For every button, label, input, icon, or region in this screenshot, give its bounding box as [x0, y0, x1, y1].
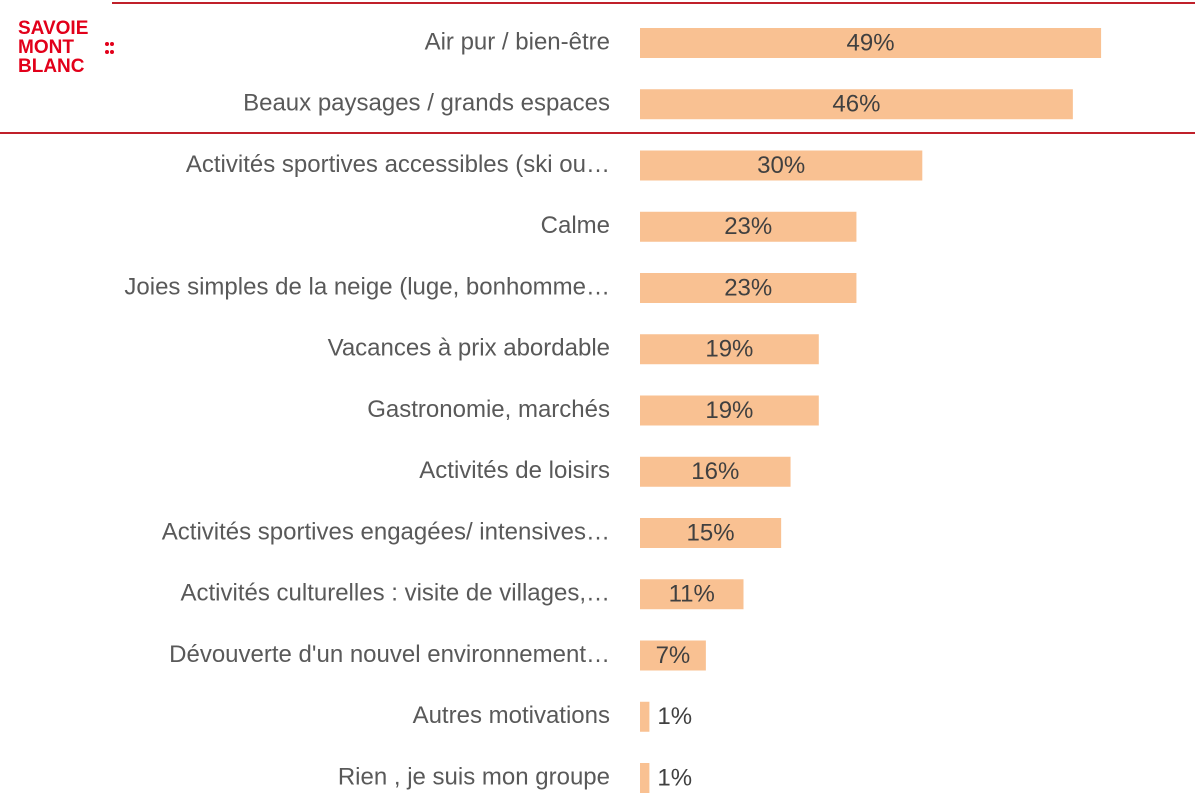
value-label: 23% — [724, 213, 772, 240]
category-label: Gastronomie, marchés — [367, 396, 610, 423]
value-label: 19% — [705, 397, 753, 424]
logo-text: MONT — [18, 37, 74, 58]
category-label: Rien , je suis mon groupe — [338, 763, 610, 790]
bar — [640, 456, 791, 487]
category-label: Activités de loisirs — [419, 457, 610, 484]
category-label: Activités sportives engagées/ intensives… — [162, 518, 610, 545]
value-label: 46% — [832, 91, 880, 118]
bar — [640, 89, 1073, 120]
value-label: 11% — [669, 581, 715, 608]
logo-text: SAVOIE — [18, 18, 88, 39]
category-label: Autres motivations — [413, 702, 610, 729]
bar — [640, 273, 857, 303]
logo-text: BLANC — [18, 56, 85, 77]
category-label: Activités sportives accessibles (ski ou… — [186, 151, 610, 178]
bar — [640, 579, 744, 610]
value-label: 19% — [705, 336, 753, 363]
value-label: 1% — [657, 703, 692, 730]
value-label: 23% — [724, 274, 772, 301]
value-label: 1% — [657, 764, 692, 791]
category-label: Activités culturelles : visite de villag… — [181, 580, 611, 607]
value-label: 30% — [757, 152, 805, 179]
value-label: 15% — [687, 519, 735, 546]
category-label: Air pur / bien-être — [425, 28, 610, 55]
bar — [640, 763, 650, 793]
category-label: Beaux paysages / grands espaces — [243, 90, 610, 117]
bar — [640, 28, 1102, 58]
bar — [640, 701, 650, 732]
bar — [640, 150, 923, 181]
category-label: Dévouverte d'un nouvel environnement… — [169, 641, 610, 668]
bar — [640, 518, 782, 548]
bar — [640, 334, 819, 365]
value-label: 7% — [656, 642, 691, 669]
bar — [640, 211, 857, 242]
value-label: 49% — [847, 29, 895, 56]
category-label: Vacances à prix abordable — [328, 335, 610, 362]
value-label: 16% — [691, 458, 739, 485]
category-label: Joies simples de la neige (luge, bonhomm… — [124, 273, 610, 300]
bar — [640, 640, 706, 671]
category-label: Calme — [541, 212, 610, 239]
bar — [640, 395, 819, 426]
logo-dots — [105, 42, 114, 54]
